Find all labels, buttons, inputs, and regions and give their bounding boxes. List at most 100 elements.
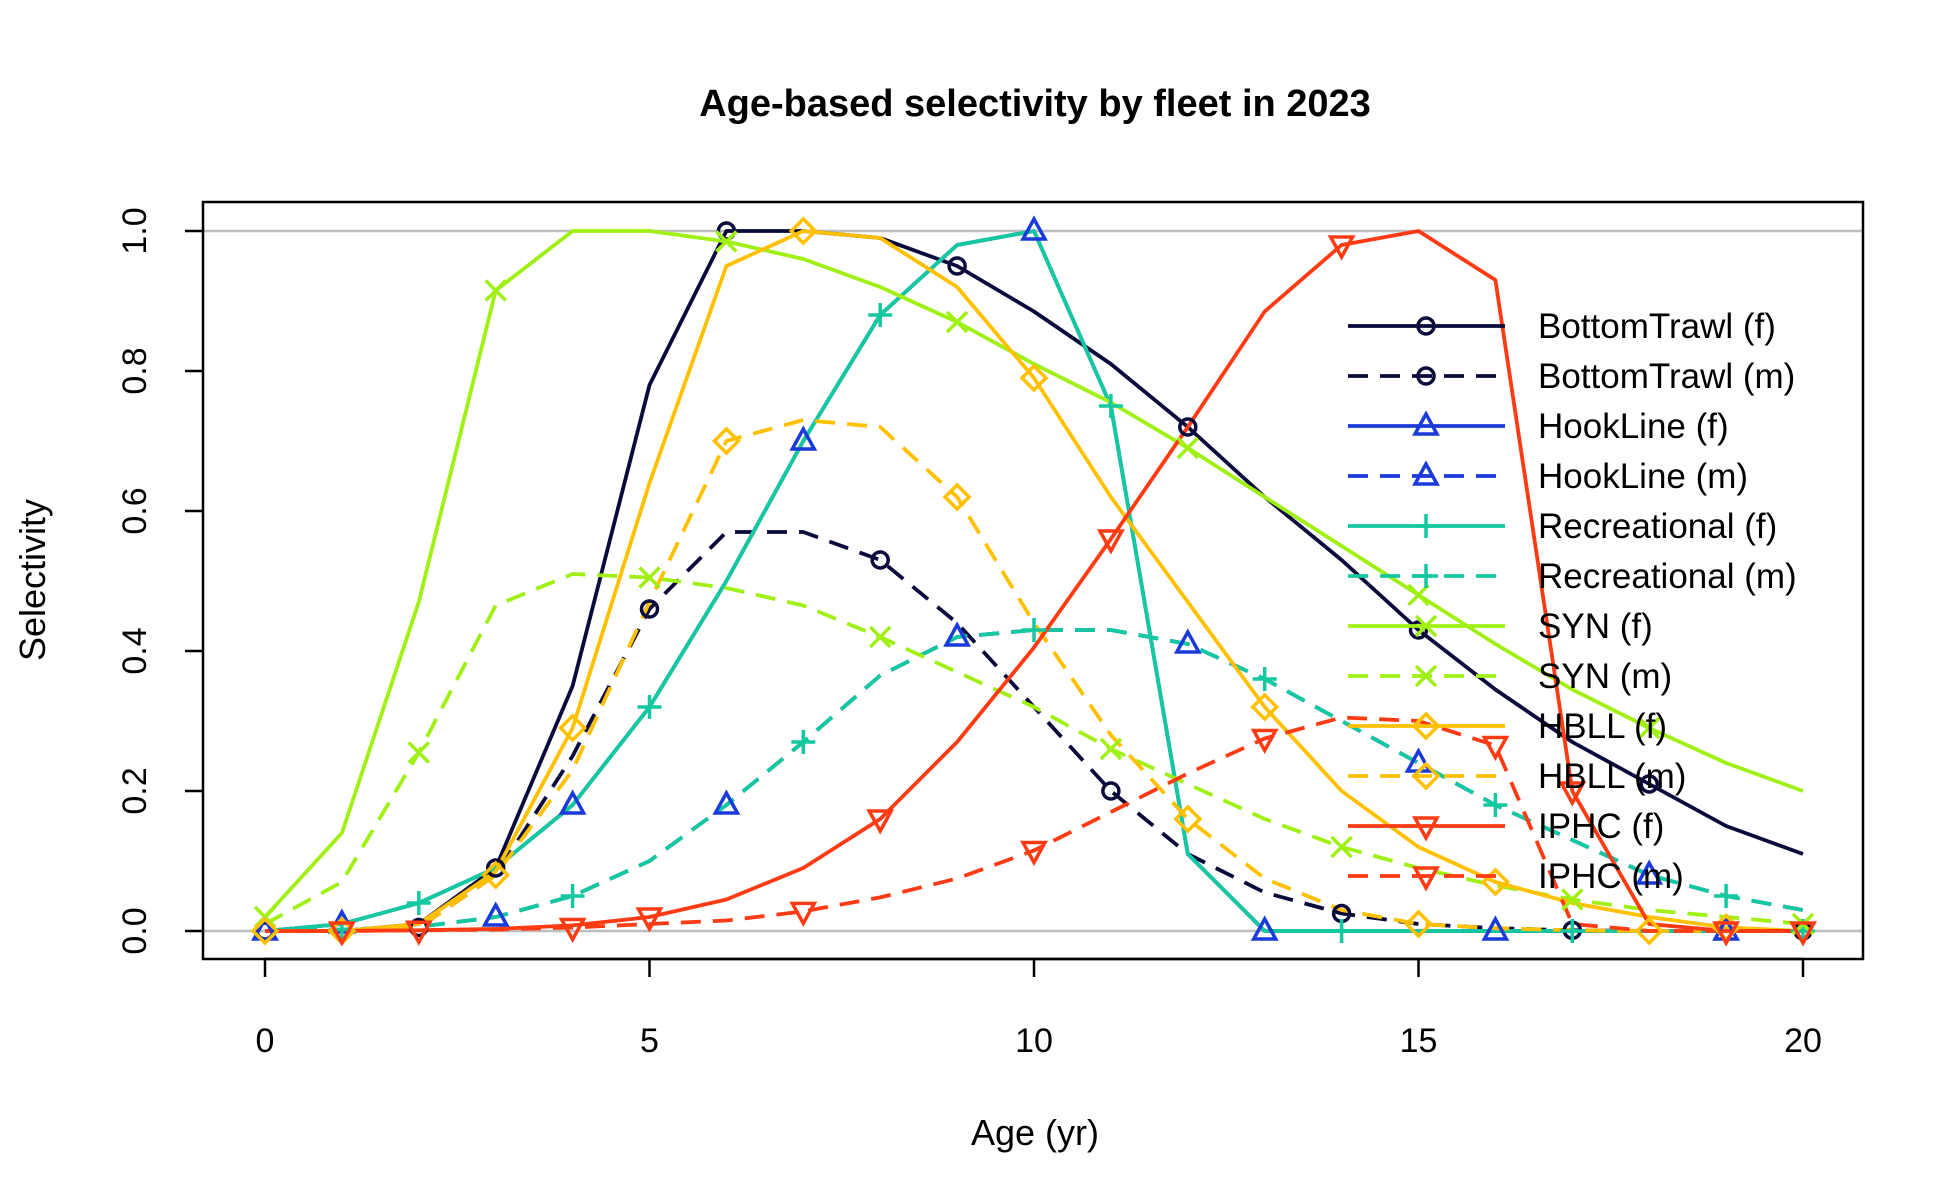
x-axis-label: Age (yr) — [971, 1112, 1099, 1153]
data-point — [1481, 915, 1510, 941]
data-point — [1483, 793, 1508, 817]
data-point — [947, 256, 967, 276]
data-point — [639, 599, 660, 619]
x-tick-label: 0 — [256, 1022, 275, 1060]
data-point — [1252, 667, 1277, 691]
data-point — [558, 917, 587, 944]
data-point — [558, 713, 588, 743]
y-tick-label: 0.2 — [116, 767, 154, 814]
legend-label: HBLL (f) — [1538, 707, 1667, 746]
data-point — [1099, 737, 1123, 761]
data-point — [1558, 781, 1587, 807]
data-point — [406, 891, 431, 915]
data-point — [635, 907, 664, 933]
legend-label: HookLine (m) — [1538, 457, 1748, 496]
data-point — [1250, 728, 1279, 755]
legend-marker — [1411, 711, 1441, 741]
legend-marker — [1414, 514, 1438, 538]
legend-label: HBLL (m) — [1538, 757, 1686, 796]
legend-label: Recreational (f) — [1538, 507, 1777, 546]
data-point — [788, 216, 818, 246]
data-point — [485, 858, 506, 878]
x-tick-label: 15 — [1400, 1022, 1438, 1060]
data-point — [715, 230, 738, 253]
data-point — [868, 625, 892, 649]
data-point — [1408, 620, 1429, 640]
data-point — [1407, 583, 1430, 607]
legend-marker — [1416, 316, 1436, 336]
chart-title: Age-based selectivity by fleet in 2023 — [699, 83, 1371, 125]
data-point — [712, 789, 741, 815]
legend-marker — [1412, 460, 1440, 486]
data-point — [1022, 618, 1046, 642]
x-tick-label: 10 — [1015, 1022, 1053, 1060]
data-point — [1712, 921, 1741, 947]
data-point — [791, 730, 816, 754]
series-line — [265, 418, 1803, 933]
legend-marker — [1412, 816, 1440, 842]
y-tick-label: 0.0 — [116, 907, 154, 954]
data-point — [638, 566, 661, 589]
legend-marker — [1414, 564, 1438, 588]
data-point — [870, 550, 890, 570]
data-point — [943, 621, 972, 647]
data-point — [1481, 735, 1510, 762]
y-tick-label: 0.6 — [116, 487, 154, 534]
data-point — [1327, 235, 1356, 261]
data-point — [1020, 215, 1048, 241]
data-point — [558, 789, 587, 815]
legend: BottomTrawl (f) BottomTrawl (m) HookLine (… — [1348, 307, 1797, 896]
data-point — [789, 425, 818, 451]
data-point — [1637, 716, 1661, 740]
data-point — [1096, 529, 1125, 555]
data-point — [1561, 888, 1584, 911]
legend-marker — [1412, 410, 1440, 436]
data-point — [481, 901, 510, 927]
data-point — [868, 303, 893, 327]
data-point — [866, 809, 895, 835]
data-point — [1098, 394, 1123, 418]
y-tick-label: 0.8 — [116, 347, 154, 394]
x-axis: 0 5 10 15 20 — [256, 957, 1822, 1060]
data-point — [1173, 628, 1202, 654]
series-line — [264, 229, 1803, 933]
y-axis: 0.0 0.2 0.4 0.6 0.8 1.0 — [116, 207, 203, 955]
series-lines — [263, 229, 1804, 933]
x-tick-label: 5 — [640, 1022, 659, 1060]
data-point — [1019, 363, 1049, 393]
legend-label: HookLine (f) — [1538, 407, 1729, 446]
data-point — [711, 426, 741, 456]
data-point — [1250, 692, 1280, 722]
legend-label: Recreational (m) — [1538, 557, 1797, 596]
data-point — [945, 310, 969, 334]
data-point — [942, 482, 972, 512]
y-tick-label: 0.4 — [116, 627, 154, 674]
data-point — [1178, 417, 1198, 437]
data-point — [1789, 921, 1817, 947]
series-line — [265, 229, 1804, 933]
legend-marker — [1412, 866, 1440, 892]
legend-label: IPHC (m) — [1538, 857, 1684, 896]
legend-label: SYN (m) — [1538, 657, 1672, 696]
data-point — [637, 695, 662, 719]
data-point — [716, 221, 737, 241]
legend-label: IPHC (f) — [1538, 807, 1664, 846]
data-point — [1639, 774, 1659, 794]
data-point — [1634, 916, 1664, 946]
data-point — [1020, 840, 1048, 867]
data-point — [1404, 747, 1433, 773]
data-point — [1560, 919, 1585, 943]
data-point — [327, 921, 356, 947]
legend-marker — [1416, 366, 1436, 386]
legend-label: SYN (f) — [1538, 607, 1653, 646]
data-point — [250, 916, 280, 946]
data-point — [1635, 859, 1664, 885]
series-line — [264, 628, 1804, 933]
data-point — [789, 901, 818, 928]
legend-marker — [1411, 761, 1441, 791]
legend-label: BottomTrawl (m) — [1538, 357, 1795, 396]
data-point — [407, 741, 431, 764]
data-point — [1101, 781, 1121, 801]
data-point — [481, 860, 511, 890]
